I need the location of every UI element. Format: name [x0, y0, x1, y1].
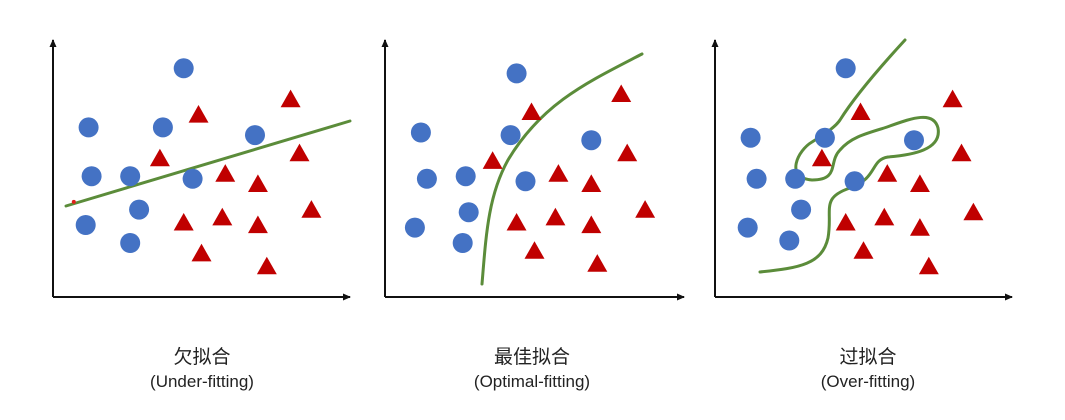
caption-overfit: 过拟合 (Over-fitting)	[708, 344, 1028, 394]
triangle-point	[918, 256, 939, 275]
triangle-point	[910, 174, 930, 192]
triangle-point	[248, 174, 268, 192]
circle-point	[152, 117, 173, 138]
caption-optimal-en: (Optimal-fitting)	[473, 372, 591, 391]
circle-point	[737, 217, 758, 238]
circle-point	[75, 215, 96, 235]
triangle-point	[635, 200, 656, 218]
circle-point	[458, 202, 479, 223]
triangle-point	[835, 213, 856, 231]
caption-optimal: 最佳拟合 (Optimal-fitting)	[372, 344, 692, 394]
caption-underfit-en: (Under-fitting)	[150, 372, 254, 391]
triangle-point	[215, 164, 236, 182]
triangle-point	[280, 89, 301, 108]
triangle-point	[173, 213, 194, 231]
circle-point	[410, 122, 431, 143]
panel-underfit	[49, 39, 352, 301]
circle-point	[746, 168, 767, 189]
circle-point	[78, 117, 99, 138]
triangle-point	[149, 148, 170, 167]
triangle-point	[301, 200, 322, 218]
circle-point	[416, 168, 437, 189]
panel-overfit	[711, 38, 1013, 301]
triangle-point	[188, 105, 209, 123]
triangle-point	[853, 241, 874, 259]
triangle-point	[545, 207, 566, 226]
triangle-point	[811, 148, 832, 167]
triangle-point	[212, 207, 233, 226]
triangle-point	[617, 143, 638, 162]
panel-optimal	[381, 39, 685, 301]
triangle-point	[910, 218, 930, 236]
circle-point	[455, 166, 476, 187]
triangle-point	[482, 151, 503, 169]
caption-optimal-zh: 最佳拟合	[493, 346, 570, 368]
triangle-point	[524, 241, 545, 259]
stray-dot	[71, 199, 76, 204]
circle-point	[814, 127, 835, 148]
triangle-point	[548, 164, 569, 182]
circle-point	[182, 168, 203, 189]
caption-overfit-en: (Over-fitting)	[820, 372, 916, 391]
circle-point	[844, 171, 865, 192]
circle-point	[515, 171, 536, 192]
circle-point	[779, 230, 800, 251]
triangle-point	[877, 164, 898, 182]
triangle-point	[506, 213, 527, 231]
circle-point	[173, 58, 194, 79]
triangle-point	[581, 215, 602, 234]
triangle-point	[191, 243, 212, 262]
triangle-point	[521, 102, 542, 120]
circle-point	[500, 125, 521, 146]
circle-point	[245, 125, 265, 146]
triangle-point	[587, 254, 608, 272]
circle-point	[904, 130, 924, 151]
triangle-point	[850, 102, 871, 120]
circle-point	[506, 63, 527, 84]
circle-point	[120, 166, 141, 187]
caption-overfit-zh: 过拟合	[839, 346, 897, 368]
circle-point	[785, 168, 806, 189]
triangle-point	[611, 84, 632, 102]
triangle-point	[256, 256, 277, 275]
caption-underfit: 欠拟合 (Under-fitting)	[42, 344, 362, 394]
circle-point	[740, 127, 761, 148]
circle-point	[835, 58, 856, 79]
circle-point	[129, 199, 150, 220]
triangle-point	[248, 215, 268, 234]
triangle-point	[874, 207, 895, 226]
circle-point	[452, 233, 473, 253]
circle-point	[791, 199, 812, 220]
triangle-point	[963, 202, 984, 221]
circle-point	[81, 166, 102, 187]
circle-point	[581, 130, 602, 151]
triangle-point	[581, 174, 602, 192]
caption-underfit-zh: 欠拟合	[173, 346, 231, 368]
decision-boundary	[480, 52, 644, 286]
triangle-point	[942, 89, 963, 108]
triangle-point	[951, 143, 972, 162]
circle-point	[120, 233, 141, 253]
triangle-point	[289, 143, 310, 162]
decision-boundary	[64, 119, 352, 208]
circle-point	[404, 217, 425, 238]
